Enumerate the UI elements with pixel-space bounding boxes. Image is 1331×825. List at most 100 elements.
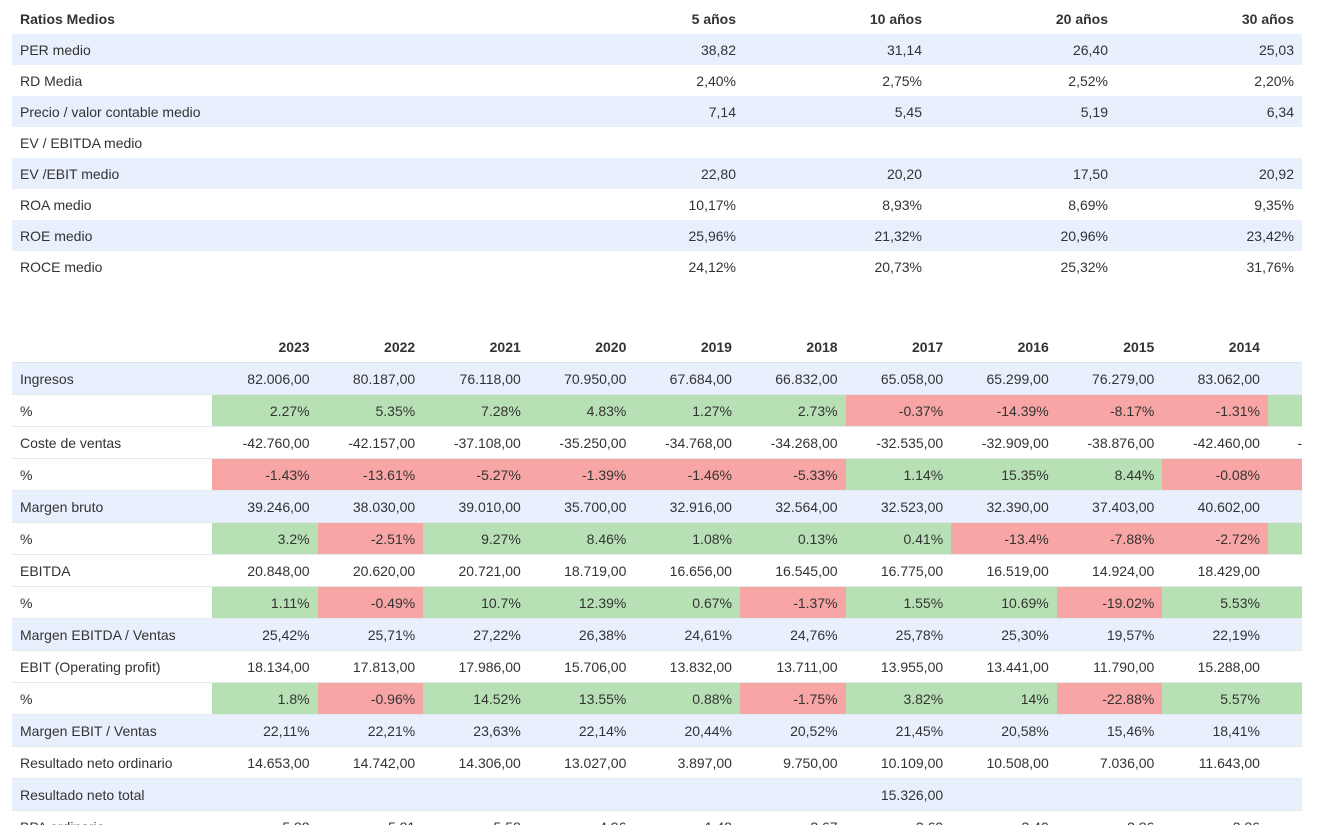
pct-cell: 13.55% bbox=[528, 683, 635, 714]
value-cell: -38.876,00 bbox=[1056, 427, 1163, 458]
row-tail bbox=[1267, 395, 1302, 426]
ratios-header-20y: 20 años bbox=[1055, 10, 1108, 27]
year-header: 2014 bbox=[1228, 338, 1260, 355]
row-tail bbox=[1267, 683, 1302, 714]
ratio-value: 7,14 bbox=[708, 103, 736, 120]
value-cell: 17.813,00 bbox=[317, 651, 424, 682]
value-cell: 38.030,00 bbox=[317, 491, 424, 522]
row-tail bbox=[1267, 555, 1302, 586]
value-cell: 18.719,00 bbox=[528, 555, 635, 586]
ratio-row: ROA medio 10,17% 8,93% 8,69% 9,35% bbox=[12, 189, 1302, 220]
pct-cell: 1.8% bbox=[212, 683, 318, 714]
value-cell: 7.036,00 bbox=[1056, 747, 1163, 778]
value-cell: 13.832,00 bbox=[634, 651, 740, 682]
financial-row: Coste de ventas -42.760,00 -42.157,00 -37.1… bbox=[12, 427, 1302, 459]
value-cell: 23,63% bbox=[423, 715, 529, 746]
value-cell: 83.062,00 bbox=[1162, 363, 1268, 394]
value-cell: 13.441,00 bbox=[951, 651, 1057, 682]
pct-cell: -22.88% bbox=[1056, 683, 1163, 714]
pct-cell: -2.72% bbox=[1162, 523, 1268, 554]
ratios-header-row: Ratios Medios 5 años 10 años 20 años 30 … bbox=[12, 3, 1302, 34]
financial-row: Margen EBITDA / Ventas 25,42% 25,71% 27,22%… bbox=[12, 619, 1302, 651]
value-cell: 66.832,00 bbox=[739, 363, 846, 394]
pct-cell: 10.69% bbox=[951, 587, 1057, 618]
year-header: 2016 bbox=[1017, 338, 1049, 355]
pct-cell: 9.27% bbox=[423, 523, 529, 554]
pct-cell: -13.61% bbox=[317, 459, 424, 490]
year-header: 2017 bbox=[912, 338, 944, 355]
ratio-value: 5,19 bbox=[1080, 103, 1108, 120]
financials-header-row: 2023 2022 2021 2020 2019 2018 2017 2016 2015 2014 bbox=[12, 331, 1302, 363]
value-cell bbox=[739, 779, 846, 810]
value-cell: 20,44% bbox=[634, 715, 740, 746]
row-label: Coste de ventas bbox=[12, 427, 212, 458]
row-tail bbox=[1267, 363, 1302, 394]
value-cell: 25,42% bbox=[212, 619, 318, 650]
pct-change-row: % -1.43% -13.61% -5.27% -1.39% -1.46% -5.33% 1.… bbox=[12, 459, 1302, 491]
value-cell: 16.519,00 bbox=[951, 555, 1057, 586]
ratio-value: 31,14 bbox=[886, 41, 922, 58]
pct-cell: 2.27% bbox=[212, 395, 318, 426]
ratio-value: 20,73% bbox=[874, 258, 922, 275]
ratios-header-30y: 30 años bbox=[1241, 10, 1294, 27]
value-cell: 18.134,00 bbox=[212, 651, 318, 682]
pct-change-row: % 1.11% -0.49% 10.7% 12.39% 0.67% -1.37% 1.55% 1… bbox=[12, 587, 1302, 619]
year-header: 2019 bbox=[700, 338, 732, 355]
ratio-label: ROCE medio bbox=[20, 258, 103, 275]
row-label: Resultado neto total bbox=[12, 779, 212, 810]
pct-cell: -7.88% bbox=[1056, 523, 1163, 554]
value-cell: 65.058,00 bbox=[845, 363, 952, 394]
value-cell: 70.950,00 bbox=[528, 363, 635, 394]
value-cell: -32.909,00 bbox=[951, 427, 1057, 458]
value-cell: 16.656,00 bbox=[634, 555, 740, 586]
ratio-label: Precio / valor contable medio bbox=[20, 103, 201, 120]
pct-cell: 1.55% bbox=[845, 587, 952, 618]
row-label: % bbox=[12, 395, 212, 426]
ratio-value: 31,76% bbox=[1246, 258, 1294, 275]
value-cell: 20,58% bbox=[951, 715, 1057, 746]
pct-cell: 2.73% bbox=[739, 395, 846, 426]
value-cell: 5,88 bbox=[212, 811, 318, 825]
value-cell: 11.643,00 bbox=[1162, 747, 1268, 778]
ratios-header-label: Ratios Medios bbox=[20, 10, 115, 27]
financial-row: EBITDA 20.848,00 20.620,00 20.721,00 18.719,… bbox=[12, 555, 1302, 587]
value-cell: 9.750,00 bbox=[739, 747, 846, 778]
pct-cell: -13.4% bbox=[951, 523, 1057, 554]
ratio-value: 2,75% bbox=[882, 72, 922, 89]
year-header: 2020 bbox=[595, 338, 627, 355]
value-cell: 24,76% bbox=[739, 619, 846, 650]
value-cell: 4,96 bbox=[528, 811, 635, 825]
ratio-row: EV / EBITDA medio bbox=[12, 127, 1302, 158]
pct-cell: 1.14% bbox=[845, 459, 952, 490]
value-cell: -42.157,00 bbox=[317, 427, 424, 458]
value-cell: 39.246,00 bbox=[212, 491, 318, 522]
value-cell: 22,11% bbox=[212, 715, 318, 746]
value-cell: 32.564,00 bbox=[739, 491, 846, 522]
value-cell: 19,57% bbox=[1056, 619, 1163, 650]
pct-cell: 0.67% bbox=[634, 587, 740, 618]
year-header: 2021 bbox=[489, 338, 521, 355]
pct-cell: -0.96% bbox=[317, 683, 424, 714]
pct-cell: -5.33% bbox=[739, 459, 846, 490]
ratio-value: 25,03 bbox=[1258, 41, 1294, 58]
value-cell: 26,38% bbox=[528, 619, 635, 650]
ratio-value: 2,20% bbox=[1254, 72, 1294, 89]
value-cell bbox=[1162, 779, 1268, 810]
row-tail bbox=[1267, 779, 1302, 810]
value-cell: 20.620,00 bbox=[317, 555, 424, 586]
value-cell: 76.279,00 bbox=[1056, 363, 1163, 394]
value-cell: 15,46% bbox=[1056, 715, 1163, 746]
pct-cell: 1.11% bbox=[212, 587, 318, 618]
ratio-value: 2,52% bbox=[1068, 72, 1108, 89]
pct-cell: -1.46% bbox=[634, 459, 740, 490]
value-cell: 10.508,00 bbox=[951, 747, 1057, 778]
value-cell: 25,78% bbox=[845, 619, 952, 650]
row-tail bbox=[1267, 523, 1302, 554]
value-cell: 20.848,00 bbox=[212, 555, 318, 586]
pct-change-row: % 2.27% 5.35% 7.28% 4.83% 1.27% 2.73% -0.37% -14… bbox=[12, 395, 1302, 427]
year-header: 2022 bbox=[384, 338, 416, 355]
value-cell: 11.790,00 bbox=[1056, 651, 1163, 682]
ratio-label: EV /EBIT medio bbox=[20, 165, 120, 182]
pct-cell: 8.44% bbox=[1056, 459, 1163, 490]
value-cell: 32.390,00 bbox=[951, 491, 1057, 522]
